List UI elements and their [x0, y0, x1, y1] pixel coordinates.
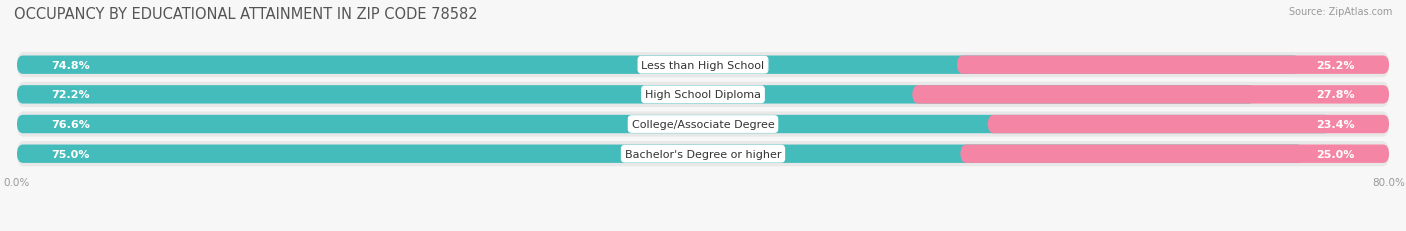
- FancyBboxPatch shape: [17, 145, 1303, 163]
- FancyBboxPatch shape: [17, 141, 1389, 167]
- FancyBboxPatch shape: [17, 56, 1301, 75]
- FancyBboxPatch shape: [960, 145, 1389, 163]
- Text: High School Diploma: High School Diploma: [645, 90, 761, 100]
- Text: 27.8%: 27.8%: [1316, 90, 1355, 100]
- Text: OCCUPANCY BY EDUCATIONAL ATTAINMENT IN ZIP CODE 78582: OCCUPANCY BY EDUCATIONAL ATTAINMENT IN Z…: [14, 7, 478, 22]
- FancyBboxPatch shape: [17, 112, 1389, 137]
- Text: Less than High School: Less than High School: [641, 61, 765, 70]
- Text: 25.2%: 25.2%: [1316, 61, 1355, 70]
- Text: 25.0%: 25.0%: [1316, 149, 1355, 159]
- Text: College/Associate Degree: College/Associate Degree: [631, 119, 775, 130]
- FancyBboxPatch shape: [988, 115, 1389, 134]
- Text: 23.4%: 23.4%: [1316, 119, 1355, 130]
- Text: Bachelor's Degree or higher: Bachelor's Degree or higher: [624, 149, 782, 159]
- FancyBboxPatch shape: [17, 86, 1256, 104]
- FancyBboxPatch shape: [912, 86, 1389, 104]
- FancyBboxPatch shape: [957, 56, 1389, 75]
- FancyBboxPatch shape: [17, 115, 1331, 134]
- FancyBboxPatch shape: [17, 82, 1389, 107]
- Text: 76.6%: 76.6%: [51, 119, 90, 130]
- Text: 75.0%: 75.0%: [51, 149, 90, 159]
- Text: 72.2%: 72.2%: [51, 90, 90, 100]
- FancyBboxPatch shape: [17, 53, 1389, 78]
- Text: 74.8%: 74.8%: [51, 61, 90, 70]
- Text: Source: ZipAtlas.com: Source: ZipAtlas.com: [1288, 7, 1392, 17]
